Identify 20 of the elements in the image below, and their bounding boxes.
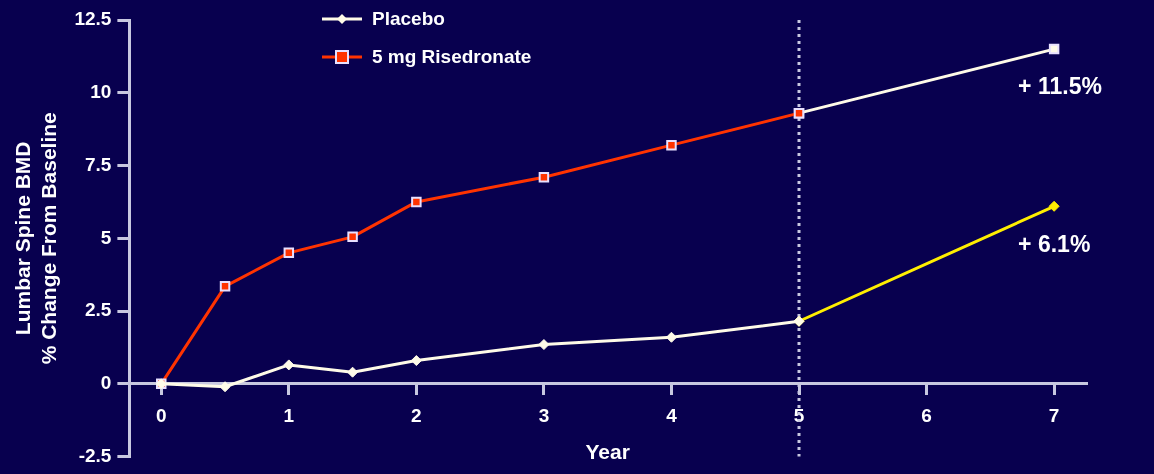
x-tick-label: 3 — [538, 405, 550, 427]
y-tick-label: 5 — [100, 226, 112, 248]
x-axis-title: Year — [585, 440, 630, 464]
x-tick-label: 4 — [666, 405, 678, 427]
annotation: + 11.5% — [1018, 73, 1102, 100]
x-tick-label: 2 — [411, 405, 422, 427]
y-tick-label: 7.5 — [84, 153, 112, 175]
legend-label: Placebo — [372, 8, 445, 30]
y-tick-label: 0 — [100, 372, 112, 394]
y-tick-label: -2.5 — [78, 444, 112, 466]
x-tick-label: 7 — [1048, 405, 1060, 427]
legend-label: 5 mg Risedronate — [372, 46, 532, 68]
y-axis-title: Lumbar Spine BMD % Change From Baseline — [11, 112, 60, 365]
x-tick-label: 6 — [921, 405, 932, 427]
y-tick-label: 12.5 — [74, 8, 112, 30]
y-tick-label: 10 — [90, 81, 112, 102]
y-tick-label: 2.5 — [84, 299, 112, 321]
x-tick-label: 1 — [283, 405, 295, 427]
x-tick-label: 0 — [155, 405, 167, 427]
annotation: + 6.1% — [1018, 230, 1091, 257]
